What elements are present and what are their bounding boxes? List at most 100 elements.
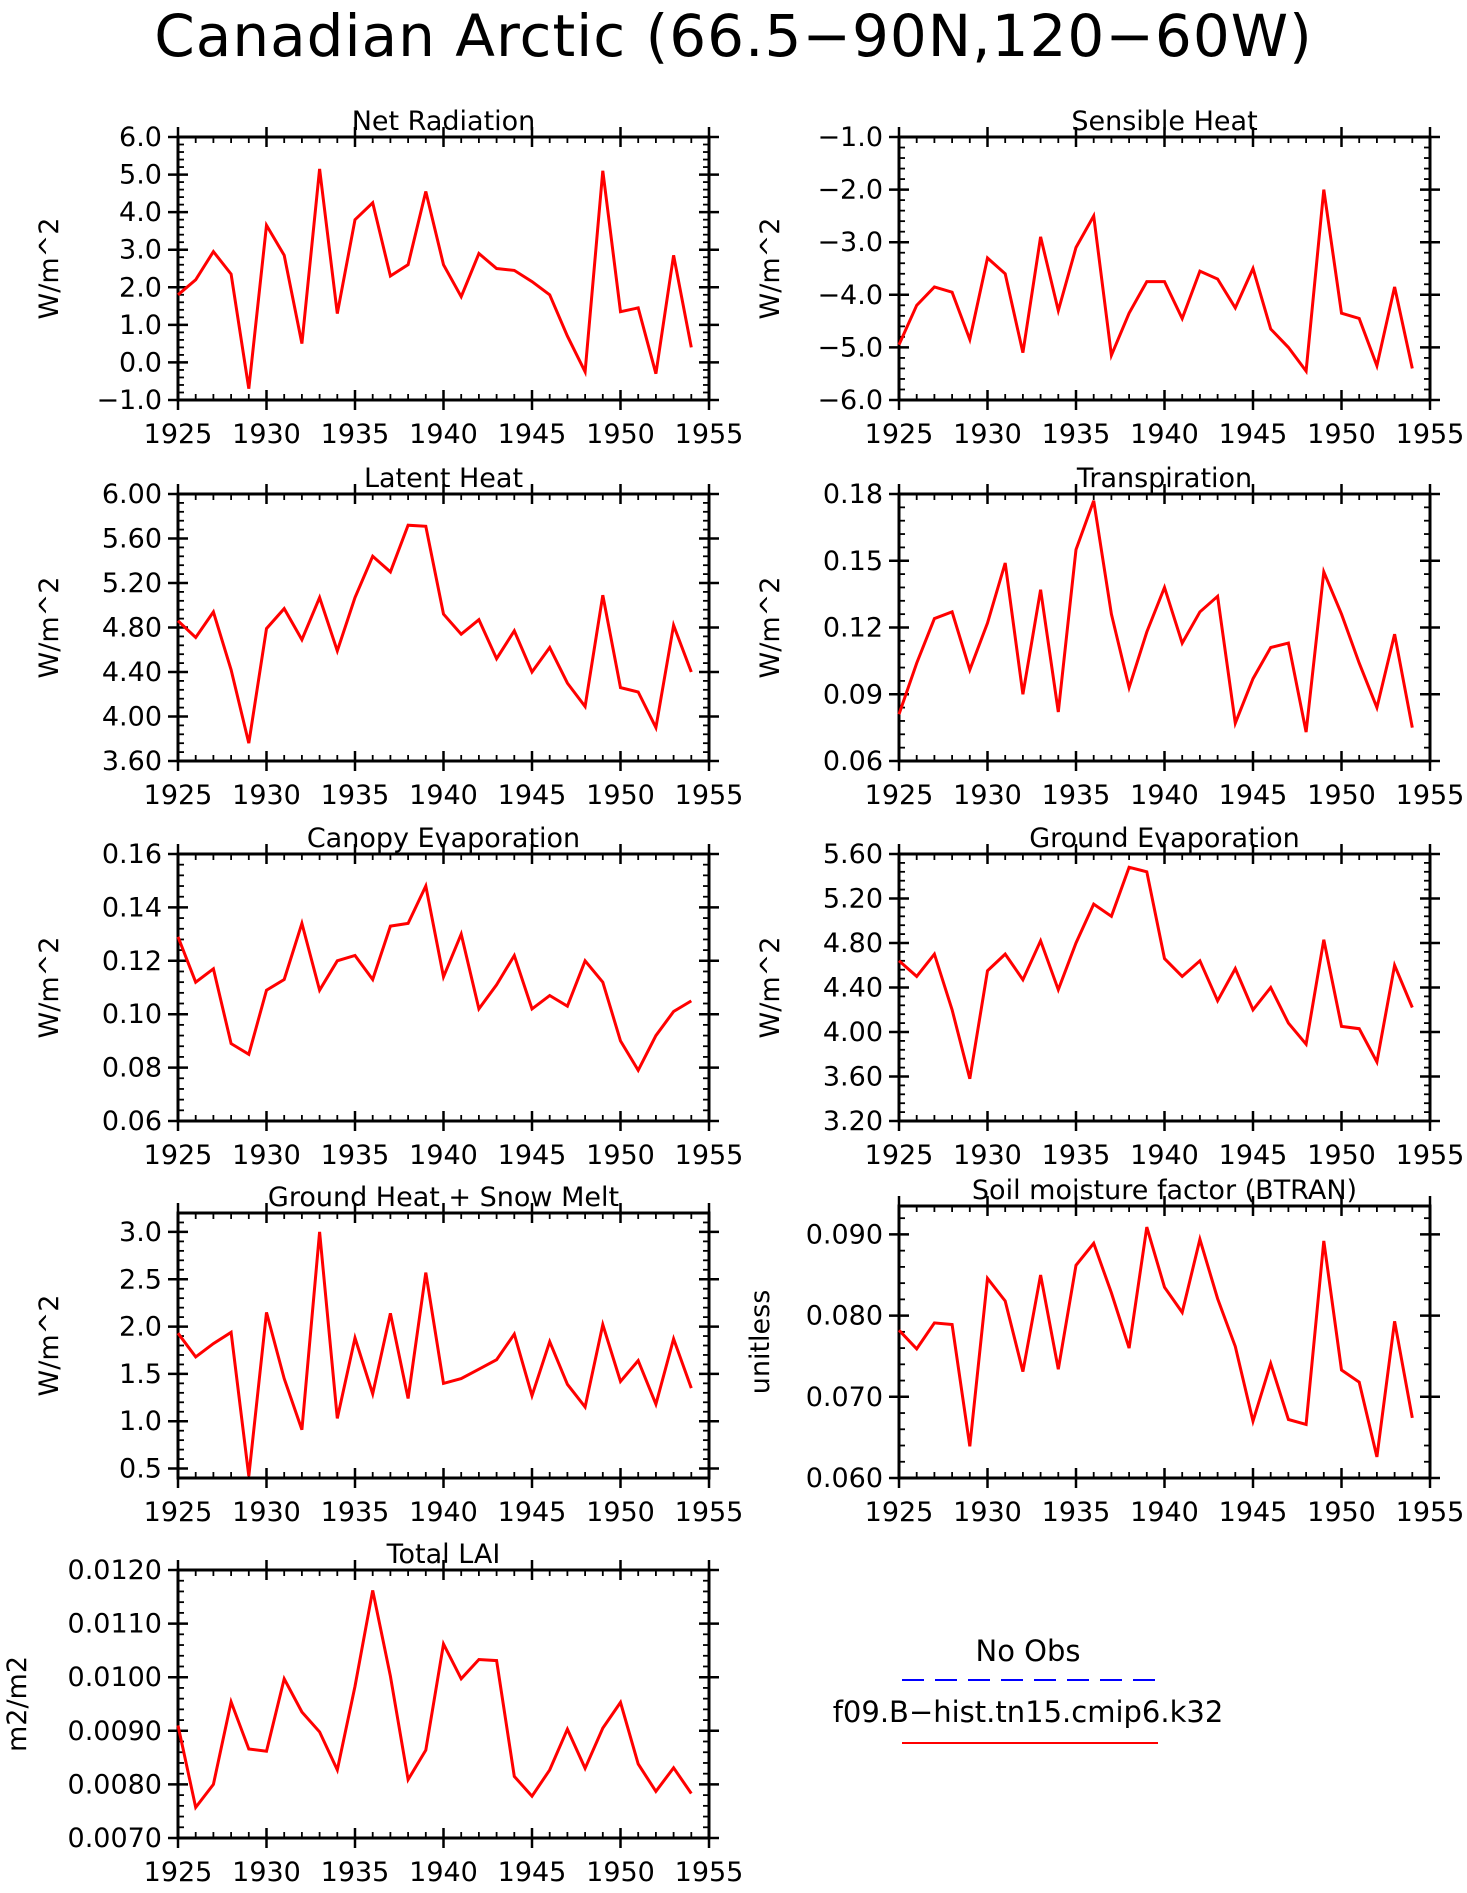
- y-tick-label: 1.0: [119, 1406, 162, 1437]
- y-tick-label: −5.0: [817, 332, 883, 363]
- y-axis-label: W/m^2: [34, 577, 65, 679]
- panel-soil-moisture-factor-btran: Soil moisture factor (BTRAN)unitless0.06…: [745, 1175, 1464, 1528]
- x-tick-label: 1930: [232, 1497, 301, 1528]
- y-tick-label: 0.09: [823, 679, 883, 710]
- x-tick-label: 1940: [409, 1140, 478, 1171]
- panel-sensible-heat: Sensible HeatW/m^2−6.0−5.0−4.0−3.0−2.0−1…: [755, 106, 1464, 450]
- y-tick-label: 4.40: [823, 973, 883, 1004]
- y-tick-label: 2.0: [119, 272, 162, 303]
- x-tick-label: 1935: [1042, 419, 1111, 450]
- x-tick-label: 1945: [1219, 1497, 1288, 1528]
- x-tick-label: 1945: [1219, 1140, 1288, 1171]
- y-tick-label: −3.0: [817, 227, 883, 258]
- x-tick-label: 1955: [675, 419, 744, 450]
- y-axis-label: W/m^2: [755, 218, 786, 320]
- x-tick-label: 1945: [498, 780, 567, 811]
- panel-latent-heat: Latent HeatW/m^23.604.004.404.805.205.60…: [34, 463, 743, 811]
- y-tick-label: 6.00: [102, 479, 162, 510]
- x-tick-label: 1925: [144, 1140, 213, 1171]
- x-tick-label: 1930: [953, 419, 1022, 450]
- y-tick-label: 0.070: [806, 1382, 883, 1413]
- x-tick-label: 1930: [953, 1140, 1022, 1171]
- x-tick-label: 1925: [144, 1857, 213, 1888]
- plot-frame: [176, 135, 711, 402]
- x-tick-label: 1950: [586, 419, 655, 450]
- x-tick-label: 1955: [1396, 419, 1465, 450]
- y-tick-label: 0.10: [102, 999, 162, 1030]
- x-tick-label: 1955: [675, 1497, 744, 1528]
- x-tick-label: 1930: [232, 780, 301, 811]
- y-tick-label: 0.0090: [68, 1716, 162, 1747]
- x-tick-label: 1955: [1396, 780, 1465, 811]
- y-tick-label: 4.0: [119, 197, 162, 228]
- x-tick-label: 1945: [498, 1140, 567, 1171]
- y-axis-label: W/m^2: [755, 577, 786, 679]
- x-tick-label: 1950: [1307, 419, 1376, 450]
- y-tick-label: 3.60: [823, 1062, 883, 1093]
- x-tick-label: 1945: [1219, 780, 1288, 811]
- x-tick-label: 1935: [321, 1857, 390, 1888]
- y-tick-label: 5.60: [102, 524, 162, 555]
- series-line-canopy-evaporation: [176, 881, 693, 1074]
- plot-frame: [897, 1204, 1432, 1480]
- series-line-soil-moisture-factor-btran: [897, 1226, 1414, 1458]
- x-tick-label: 1925: [865, 1497, 934, 1528]
- x-tick-label: 1935: [1042, 1497, 1111, 1528]
- x-tick-label: 1940: [409, 780, 478, 811]
- plot-frame: [176, 1568, 711, 1840]
- panel-ground-evaporation: Ground EvaporationW/m^23.203.604.004.404…: [755, 823, 1464, 1171]
- x-tick-label: 1950: [586, 1140, 655, 1171]
- y-tick-label: −6.0: [817, 385, 883, 416]
- y-tick-label: 3.0: [119, 235, 162, 266]
- y-tick-label: 0.08: [102, 1053, 162, 1084]
- x-tick-label: 1940: [1130, 419, 1199, 450]
- x-tick-label: 1930: [232, 1140, 301, 1171]
- y-tick-label: 4.40: [102, 657, 162, 688]
- x-tick-label: 1950: [586, 780, 655, 811]
- y-tick-label: 0.12: [102, 946, 162, 977]
- x-tick-label: 1940: [409, 419, 478, 450]
- y-tick-label: 3.60: [102, 746, 162, 777]
- plot-frame: [176, 1211, 711, 1480]
- y-tick-label: 3.0: [119, 1217, 162, 1248]
- x-tick-label: 1950: [586, 1857, 655, 1888]
- series-line-ground-heat-snow-melt: [176, 1231, 693, 1477]
- y-tick-label: 5.0: [119, 160, 162, 191]
- y-tick-label: 0.0100: [68, 1662, 162, 1693]
- x-tick-label: 1925: [865, 419, 934, 450]
- y-tick-label: 5.60: [823, 839, 883, 870]
- x-tick-label: 1940: [409, 1497, 478, 1528]
- x-tick-label: 1950: [1307, 780, 1376, 811]
- y-tick-label: 0.0120: [68, 1555, 162, 1586]
- y-tick-label: −2.0: [817, 175, 883, 206]
- y-tick-label: 5.20: [102, 568, 162, 599]
- y-tick-label: 2.5: [119, 1264, 162, 1295]
- panel-transpiration: TranspirationW/m^20.060.090.120.150.1819…: [755, 463, 1464, 811]
- panel-ground-heat-snow-melt: Ground Heat + Snow MeltW/m^20.51.01.52.0…: [34, 1182, 743, 1528]
- y-tick-label: 0.0110: [68, 1609, 162, 1640]
- x-tick-label: 1950: [1307, 1140, 1376, 1171]
- x-tick-label: 1930: [953, 780, 1022, 811]
- y-tick-label: 0.15: [823, 546, 883, 577]
- y-tick-label: 2.0: [119, 1312, 162, 1343]
- series-line-sensible-heat: [897, 189, 1414, 376]
- y-tick-label: 0.14: [102, 892, 162, 923]
- y-tick-label: 5.20: [823, 884, 883, 915]
- panel-net-radiation: Net RadiationW/m^2−1.00.01.02.03.04.05.0…: [34, 106, 743, 450]
- y-axis-label: W/m^2: [34, 937, 65, 1039]
- series-line-transpiration: [897, 500, 1414, 733]
- y-tick-label: 0.090: [806, 1219, 883, 1250]
- y-tick-label: 0.0: [119, 347, 162, 378]
- y-tick-label: 0.0080: [68, 1769, 162, 1800]
- plot-frame: [176, 492, 711, 763]
- y-tick-label: 0.06: [823, 746, 883, 777]
- y-tick-label: 0.16: [102, 839, 162, 870]
- y-tick-label: 4.00: [102, 702, 162, 733]
- y-axis-label: W/m^2: [755, 937, 786, 1039]
- y-tick-label: 0.5: [119, 1454, 162, 1485]
- x-tick-label: 1940: [409, 1857, 478, 1888]
- y-tick-label: 1.0: [119, 310, 162, 341]
- x-tick-label: 1955: [675, 780, 744, 811]
- y-tick-label: 4.80: [102, 613, 162, 644]
